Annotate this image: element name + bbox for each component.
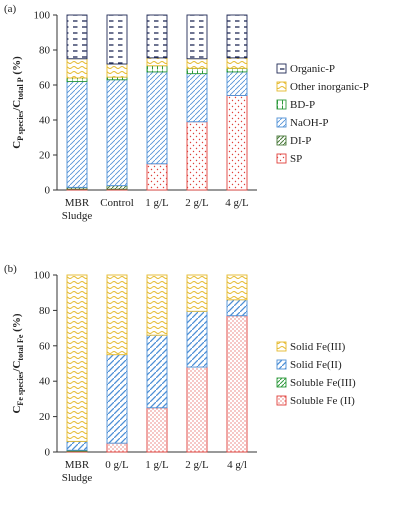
y-tick-label: 20: [39, 411, 51, 423]
y-tick-label: 0: [45, 185, 51, 197]
panel-label: (a): [4, 3, 17, 15]
bar-segment-other-inorganic-p: [66, 58, 88, 79]
legend-label-solid-fe-ii: Solid Fe(II): [290, 359, 342, 371]
bar-segment-organic-p: [146, 14, 168, 59]
x-tick-label: 1 g/L: [145, 459, 169, 471]
bar-segment-naoh-p: [106, 79, 128, 187]
legend-swatch-naoh-p: [276, 117, 287, 128]
x-tick-label: 2 g/L: [185, 197, 209, 209]
y-tick-label: 40: [39, 376, 51, 388]
bar-segment-bd-p: [146, 65, 168, 73]
x-tick-label: 1 g/L: [145, 197, 169, 209]
y-tick-label: 100: [34, 270, 51, 282]
bar-segment-sp: [186, 121, 208, 191]
x-tick-label: MBR Sludge: [62, 459, 93, 484]
legend-swatch-organic-p: [276, 63, 287, 74]
bar-segment-di-p: [106, 185, 128, 190]
bar-segment-solid-fe-iii: [186, 274, 208, 312]
legend-swatch-di-p: [276, 135, 287, 146]
bar-segment-organic-p: [186, 14, 208, 60]
bar-segment-naoh-p: [226, 71, 248, 96]
bar-segment-sp: [146, 163, 168, 191]
bar-segment-solid-fe-ii: [226, 299, 248, 317]
bar-segment-solid-fe-iii: [226, 274, 248, 301]
legend-swatch-soluble-fe-ii: [276, 395, 287, 406]
y-tick-label: 80: [39, 45, 51, 57]
bar-segment-naoh-p: [146, 71, 168, 165]
bar-segment-bd-p: [226, 67, 248, 73]
bar-segment-soluble-fe-ii: [226, 315, 248, 453]
legend-label-soluble-fe-iii: Soluble Fe(III): [290, 377, 356, 389]
bar-segment-soluble-fe-ii: [186, 366, 208, 453]
bar-segment-solid-fe-ii: [66, 440, 88, 451]
bar-segment-naoh-p: [186, 73, 208, 123]
legend: Organic-P Other inorganic-P BD-P NaOH-P DI-P…: [276, 63, 369, 165]
y-axis-label: CP species/Ctotal P (%): [11, 56, 25, 149]
y-tick-label: 60: [39, 80, 51, 92]
x-tick-label: Control: [100, 197, 134, 209]
x-tick-label: 0 g/L: [105, 459, 129, 471]
legend-swatch-sp: [276, 153, 287, 164]
legend-swatch-soluble-fe-iii: [276, 377, 287, 388]
x-tick-label: MBR Sludge: [62, 197, 93, 222]
bar-segment-solid-fe-ii: [146, 334, 168, 409]
y-axis-label: CFe species/Ctotal Fe (%): [11, 313, 25, 413]
y-tick-label: 80: [39, 305, 51, 317]
bar-segment-organic-p: [226, 14, 248, 59]
legend-swatch-bd-p: [276, 99, 287, 110]
bar-segment-bd-p: [186, 67, 208, 75]
bar-segment-soluble-fe-ii: [106, 442, 128, 453]
bar-segment-soluble-fe-ii: [146, 407, 168, 453]
legend-label-other-inorganic-p: Other inorganic-P: [290, 81, 369, 93]
bar-segment-naoh-p: [66, 81, 88, 188]
legend-swatch-other-inorganic-p: [276, 81, 287, 92]
bar-segment-other-inorganic-p: [226, 57, 248, 69]
bar-segment-solid-fe-ii: [186, 310, 208, 368]
legend-label-bd-p: BD-P: [290, 99, 315, 111]
legend-label-solid-fe-iii: Solid Fe(III): [290, 341, 346, 353]
y-tick-label: 40: [39, 115, 51, 127]
bar-segment-bd-p: [66, 77, 88, 82]
bar-segment-organic-p: [106, 14, 128, 65]
legend: Solid Fe(III) Solid Fe(II) Soluble Fe(III)…: [276, 341, 356, 407]
bar-segment-solid-fe-ii: [106, 354, 128, 444]
chart-panel-a: (a) CP species/Ctotal P (%) 0 20 40 60 80 100 MB…: [4, 3, 369, 222]
legend-label-soluble-fe-ii: Soluble Fe (II): [290, 395, 355, 407]
bar-segment-solid-fe-iii: [106, 274, 128, 356]
bar-segment-other-inorganic-p: [186, 58, 208, 69]
bar-segment-sp: [226, 95, 248, 191]
y-tick-label: 100: [34, 10, 51, 22]
legend-swatch-solid-fe-ii: [276, 359, 287, 370]
panel-label: (b): [4, 263, 17, 275]
x-tick-label: 2 g/L: [185, 459, 209, 471]
bar-segment-organic-p: [66, 14, 88, 60]
legend-swatch-solid-fe-iii: [276, 341, 287, 352]
legend-label-organic-p: Organic-P: [290, 63, 335, 75]
chart-panel-b: (b) CFe species/Ctotal Fe (%) 0 20 40 60 80 100…: [4, 263, 356, 484]
bar-segment-other-inorganic-p: [146, 57, 168, 67]
legend-label-sp: SP: [290, 153, 302, 165]
y-tick-label: 60: [39, 340, 51, 352]
bar-segment-solid-fe-iii: [66, 274, 88, 442]
bar-segment-solid-fe-iii: [146, 274, 168, 336]
bar-segment-other-inorganic-p: [106, 63, 128, 78]
x-tick-label: 4 g/l: [227, 459, 247, 471]
y-tick-label: 20: [39, 150, 51, 162]
x-tick-label: 4 g/L: [225, 197, 249, 209]
legend-label-di-p: DI-P: [290, 135, 311, 147]
y-tick-label: 0: [45, 447, 51, 459]
legend-label-naoh-p: NaOH-P: [290, 117, 329, 129]
